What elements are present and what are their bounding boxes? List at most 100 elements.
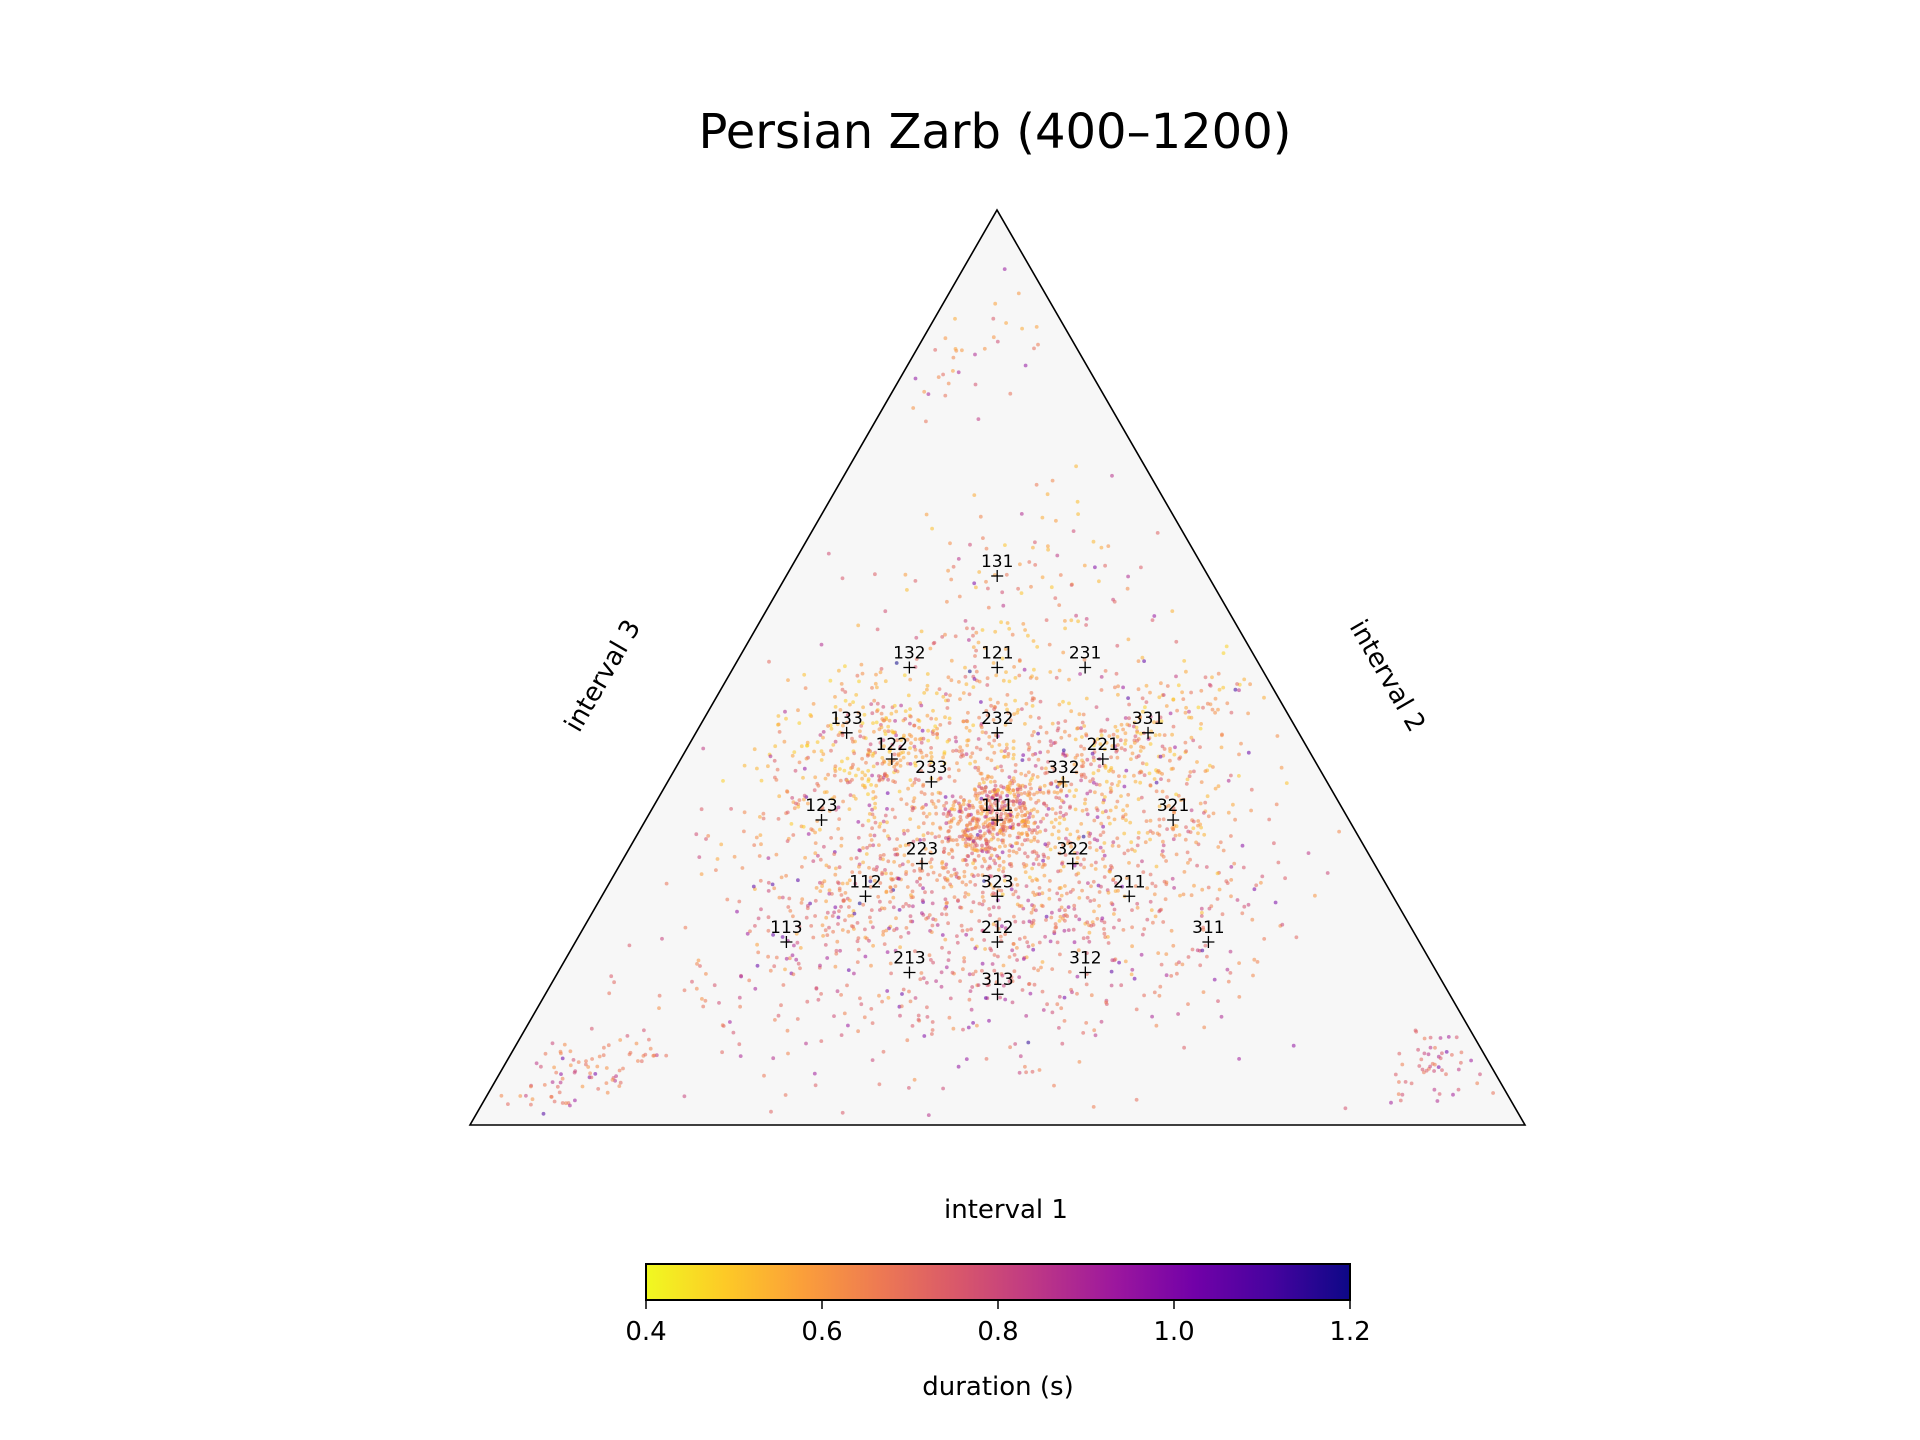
data-point <box>835 939 840 944</box>
data-point <box>1164 973 1169 978</box>
data-point <box>983 831 987 836</box>
data-point <box>877 993 881 998</box>
data-point <box>1035 831 1039 835</box>
data-point <box>1216 845 1221 849</box>
data-point <box>1119 746 1124 751</box>
data-point <box>942 803 946 808</box>
data-point <box>1478 1072 1482 1077</box>
data-point <box>931 732 935 736</box>
data-point <box>1170 732 1174 737</box>
data-point <box>725 897 730 902</box>
data-point <box>870 1021 875 1025</box>
data-point <box>1045 492 1050 497</box>
data-point <box>732 854 737 859</box>
data-point <box>1104 740 1109 745</box>
data-point <box>1172 886 1176 890</box>
data-point <box>1037 1068 1042 1072</box>
data-point <box>1053 845 1058 850</box>
data-point <box>1119 983 1124 988</box>
data-point <box>980 846 985 851</box>
data-point <box>795 940 800 945</box>
data-point <box>1043 842 1048 847</box>
data-point <box>580 1084 585 1089</box>
data-point <box>1123 748 1127 752</box>
data-point <box>985 983 990 988</box>
data-point <box>1241 865 1246 870</box>
data-point <box>1063 913 1068 917</box>
data-point <box>1065 891 1069 896</box>
data-point <box>943 795 948 799</box>
data-point <box>1177 960 1181 965</box>
data-point <box>1389 1100 1393 1105</box>
data-point <box>980 628 985 632</box>
data-point <box>1060 861 1064 866</box>
data-point <box>1250 917 1255 922</box>
colorbar-label: duration (s) <box>922 1372 1074 1402</box>
data-point <box>866 818 871 823</box>
data-point <box>906 859 911 864</box>
data-point <box>912 744 917 749</box>
rhythm-template-233: 233 <box>915 758 948 788</box>
data-point <box>1001 808 1006 812</box>
data-point <box>1044 813 1049 817</box>
data-point <box>949 884 954 889</box>
data-point <box>1049 743 1053 748</box>
data-point <box>929 755 934 759</box>
data-point <box>868 742 873 747</box>
data-point <box>959 923 964 928</box>
data-point <box>888 961 893 966</box>
data-point <box>625 1034 630 1038</box>
data-point <box>1435 1099 1440 1103</box>
data-point <box>1396 1092 1401 1096</box>
data-point <box>742 763 747 768</box>
data-point <box>1112 912 1116 916</box>
data-point <box>883 813 888 818</box>
data-point <box>555 1084 560 1089</box>
data-point <box>833 764 838 769</box>
data-point <box>1175 971 1179 976</box>
data-point <box>872 815 877 820</box>
data-point <box>1132 976 1137 981</box>
data-point <box>971 874 976 878</box>
data-point <box>850 870 855 874</box>
data-point <box>1069 844 1073 849</box>
data-point <box>1106 815 1111 820</box>
data-point <box>1006 754 1010 759</box>
data-point <box>1040 960 1045 964</box>
data-point <box>1148 714 1153 719</box>
data-point <box>958 806 963 811</box>
data-point <box>770 882 775 887</box>
data-point <box>830 914 835 918</box>
rhythm-template-212: 212 <box>981 918 1014 948</box>
template-label: 221 <box>1087 735 1119 755</box>
data-point <box>892 703 897 708</box>
data-point <box>991 808 995 813</box>
data-point <box>1403 1080 1408 1084</box>
data-point <box>940 861 944 866</box>
data-point <box>966 892 971 897</box>
data-point <box>1237 1057 1241 1061</box>
data-point <box>1040 575 1045 580</box>
data-point <box>988 913 992 918</box>
data-point <box>1398 1098 1403 1103</box>
rhythm-template-111: 111 <box>981 796 1014 827</box>
data-point <box>1088 831 1093 836</box>
data-point <box>1139 770 1144 775</box>
data-point <box>985 713 990 718</box>
template-label: 233 <box>915 758 947 778</box>
data-point <box>1092 1028 1097 1033</box>
data-point <box>1437 1092 1442 1096</box>
data-point <box>864 760 868 765</box>
data-point <box>802 793 807 798</box>
data-point <box>931 708 935 713</box>
data-point <box>969 1007 974 1012</box>
data-point <box>1196 819 1201 823</box>
data-point <box>869 908 874 912</box>
data-point <box>757 854 762 858</box>
data-point <box>1095 737 1100 741</box>
data-point <box>1119 794 1123 798</box>
data-point <box>929 746 933 750</box>
data-point <box>908 707 912 711</box>
data-point <box>1003 844 1007 848</box>
data-point <box>843 891 848 895</box>
